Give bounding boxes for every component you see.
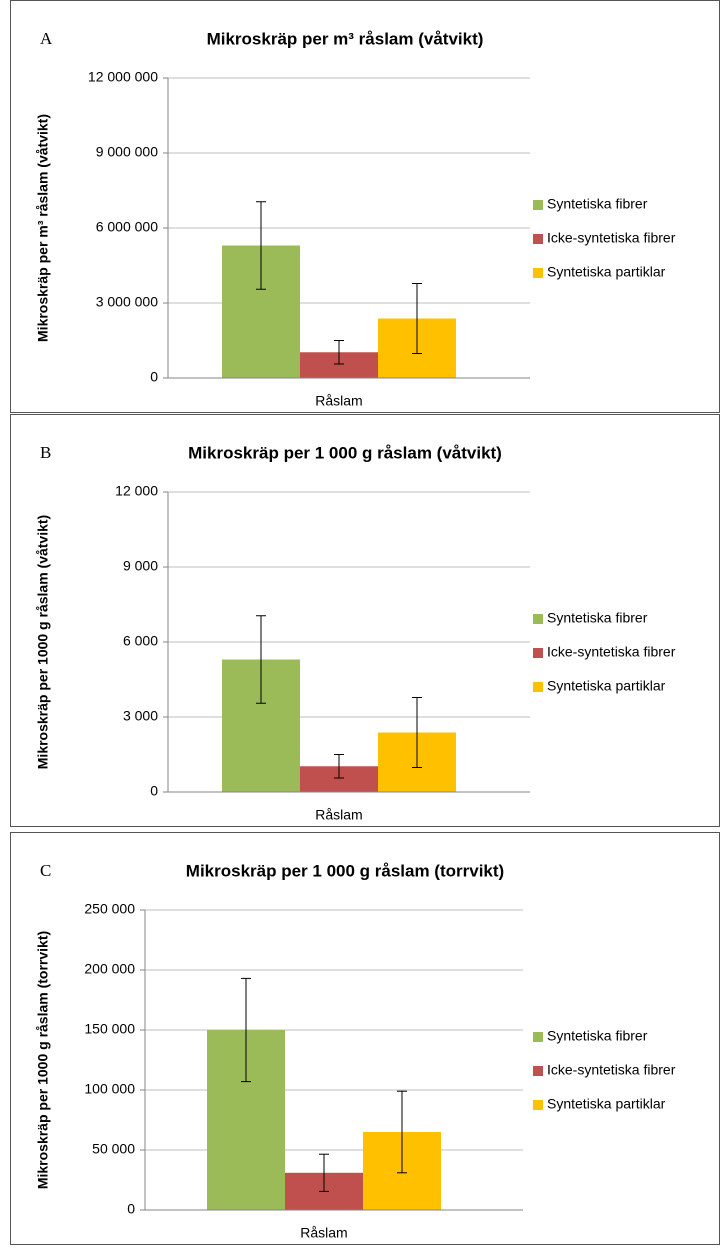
panel-border — [10, 832, 720, 1245]
y-axis-label: Mikroskräp per 1000 g råslam (våtvikt) — [35, 515, 51, 769]
legend-label: Syntetiska fibrer — [547, 1028, 648, 1044]
legend-swatch — [533, 1032, 543, 1042]
legend-label: Syntetiska partiklar — [547, 678, 666, 694]
chart-title: Mikroskräp per 1 000 g råslam (torrvikt) — [186, 861, 504, 880]
y-tick-label: 250 000 — [84, 901, 135, 917]
panel: B Mikroskräp per 1 000 g råslam (våtvikt)… — [10, 414, 720, 827]
x-tick-label: Råslam — [300, 1225, 347, 1241]
error-bar — [256, 615, 266, 704]
y-tick-label: 12 000 000 — [88, 69, 158, 85]
y-tick-label: 9 000 — [123, 558, 158, 574]
legend-label: Syntetiska fibrer — [547, 196, 648, 212]
panel-letter: B — [40, 443, 51, 462]
legend-swatch — [533, 200, 543, 210]
legend-swatch — [533, 1066, 543, 1076]
legend-label: Syntetiska fibrer — [547, 610, 648, 626]
panel-border — [10, 0, 720, 413]
legend-label: Icke-syntetiska fibrer — [547, 1062, 676, 1078]
y-tick-label: 50 000 — [92, 1141, 135, 1157]
chart-title: Mikroskräp per m³ råslam (våtvikt) — [207, 29, 484, 48]
error-bar — [397, 1090, 407, 1174]
y-axis-label: Mikroskräp per 1000 g råslam (torrvikt) — [35, 931, 51, 1189]
legend-label: Icke-syntetiska fibrer — [547, 230, 676, 246]
legend-label: Syntetiska partiklar — [547, 1096, 666, 1112]
legend-label: Icke-syntetiska fibrer — [547, 644, 676, 660]
panel-letter: C — [40, 861, 51, 880]
y-tick-label: 6 000 — [123, 633, 158, 649]
x-tick-label: Råslam — [315, 393, 362, 409]
y-tick-label: 0 — [150, 783, 158, 799]
error-bar — [334, 754, 344, 779]
panel-border — [10, 414, 720, 827]
y-axis-label: Mikroskräp per m³ råslam (våtvikt) — [35, 114, 51, 342]
legend-swatch — [533, 234, 543, 244]
y-tick-label: 3 000 000 — [96, 294, 158, 310]
y-tick-label: 0 — [150, 369, 158, 385]
y-tick-label: 200 000 — [84, 961, 135, 977]
y-tick-label: 150 000 — [84, 1021, 135, 1037]
panel: C Mikroskräp per 1 000 g råslam (torrvikt… — [10, 832, 720, 1245]
chart-title: Mikroskräp per 1 000 g råslam (våtvikt) — [188, 443, 502, 462]
y-tick-label: 12 000 — [115, 483, 158, 499]
legend-swatch — [533, 648, 543, 658]
y-tick-label: 100 000 — [84, 1081, 135, 1097]
legend-swatch — [533, 682, 543, 692]
legend-label: Syntetiska partiklar — [547, 264, 666, 280]
error-bar — [256, 201, 266, 290]
legend-swatch — [533, 614, 543, 624]
x-tick-label: Råslam — [315, 807, 362, 823]
error-bar — [412, 283, 422, 354]
y-tick-label: 3 000 — [123, 708, 158, 724]
y-tick-label: 6 000 000 — [96, 219, 158, 235]
panel-letter: A — [40, 29, 53, 48]
legend-swatch — [533, 1100, 543, 1110]
error-bar — [319, 1153, 329, 1192]
panel: A Mikroskräp per m³ råslam (våtvikt) Mikro… — [10, 0, 720, 413]
error-bar — [412, 697, 422, 768]
error-bar — [241, 977, 251, 1083]
error-bar — [334, 340, 344, 365]
legend-swatch — [533, 268, 543, 278]
y-tick-label: 9 000 000 — [96, 144, 158, 160]
y-tick-label: 0 — [127, 1201, 135, 1217]
